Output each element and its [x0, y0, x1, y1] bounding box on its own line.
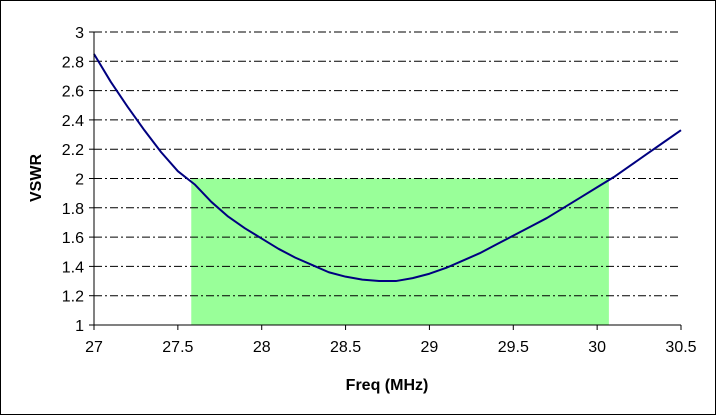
highlight-band [191, 178, 609, 325]
y-tick-label: 1 [75, 318, 84, 335]
y-tick-label: 2.2 [62, 142, 84, 159]
y-axis-title: VSWR [28, 154, 45, 202]
vswr-line [93, 53, 682, 283]
x-tick-label: 27.5 [162, 339, 193, 356]
y-tick-label: 2 [75, 172, 84, 189]
y-tick-label: 1.6 [62, 230, 84, 247]
y-tick-label: 2.6 [62, 84, 84, 101]
y-tick-label: 1.8 [62, 201, 84, 218]
y-tick-label: 1.4 [62, 259, 84, 276]
y-tick-label: 2.8 [62, 54, 84, 71]
x-tick-label: 28.5 [330, 339, 361, 356]
x-tick-label: 30.5 [665, 339, 696, 356]
x-axis-title: Freq (MHz) [346, 377, 429, 394]
x-tick-label: 30 [588, 339, 606, 356]
y-tick-label: 1.2 [62, 289, 84, 306]
y-tick-label: 3 [75, 25, 84, 42]
x-tick-label: 28 [253, 339, 271, 356]
y-tick-label: 2.4 [62, 113, 84, 130]
x-tick-label: 29 [421, 339, 439, 356]
x-tick-label: 27 [85, 339, 103, 356]
x-tick-label: 29.5 [498, 339, 529, 356]
